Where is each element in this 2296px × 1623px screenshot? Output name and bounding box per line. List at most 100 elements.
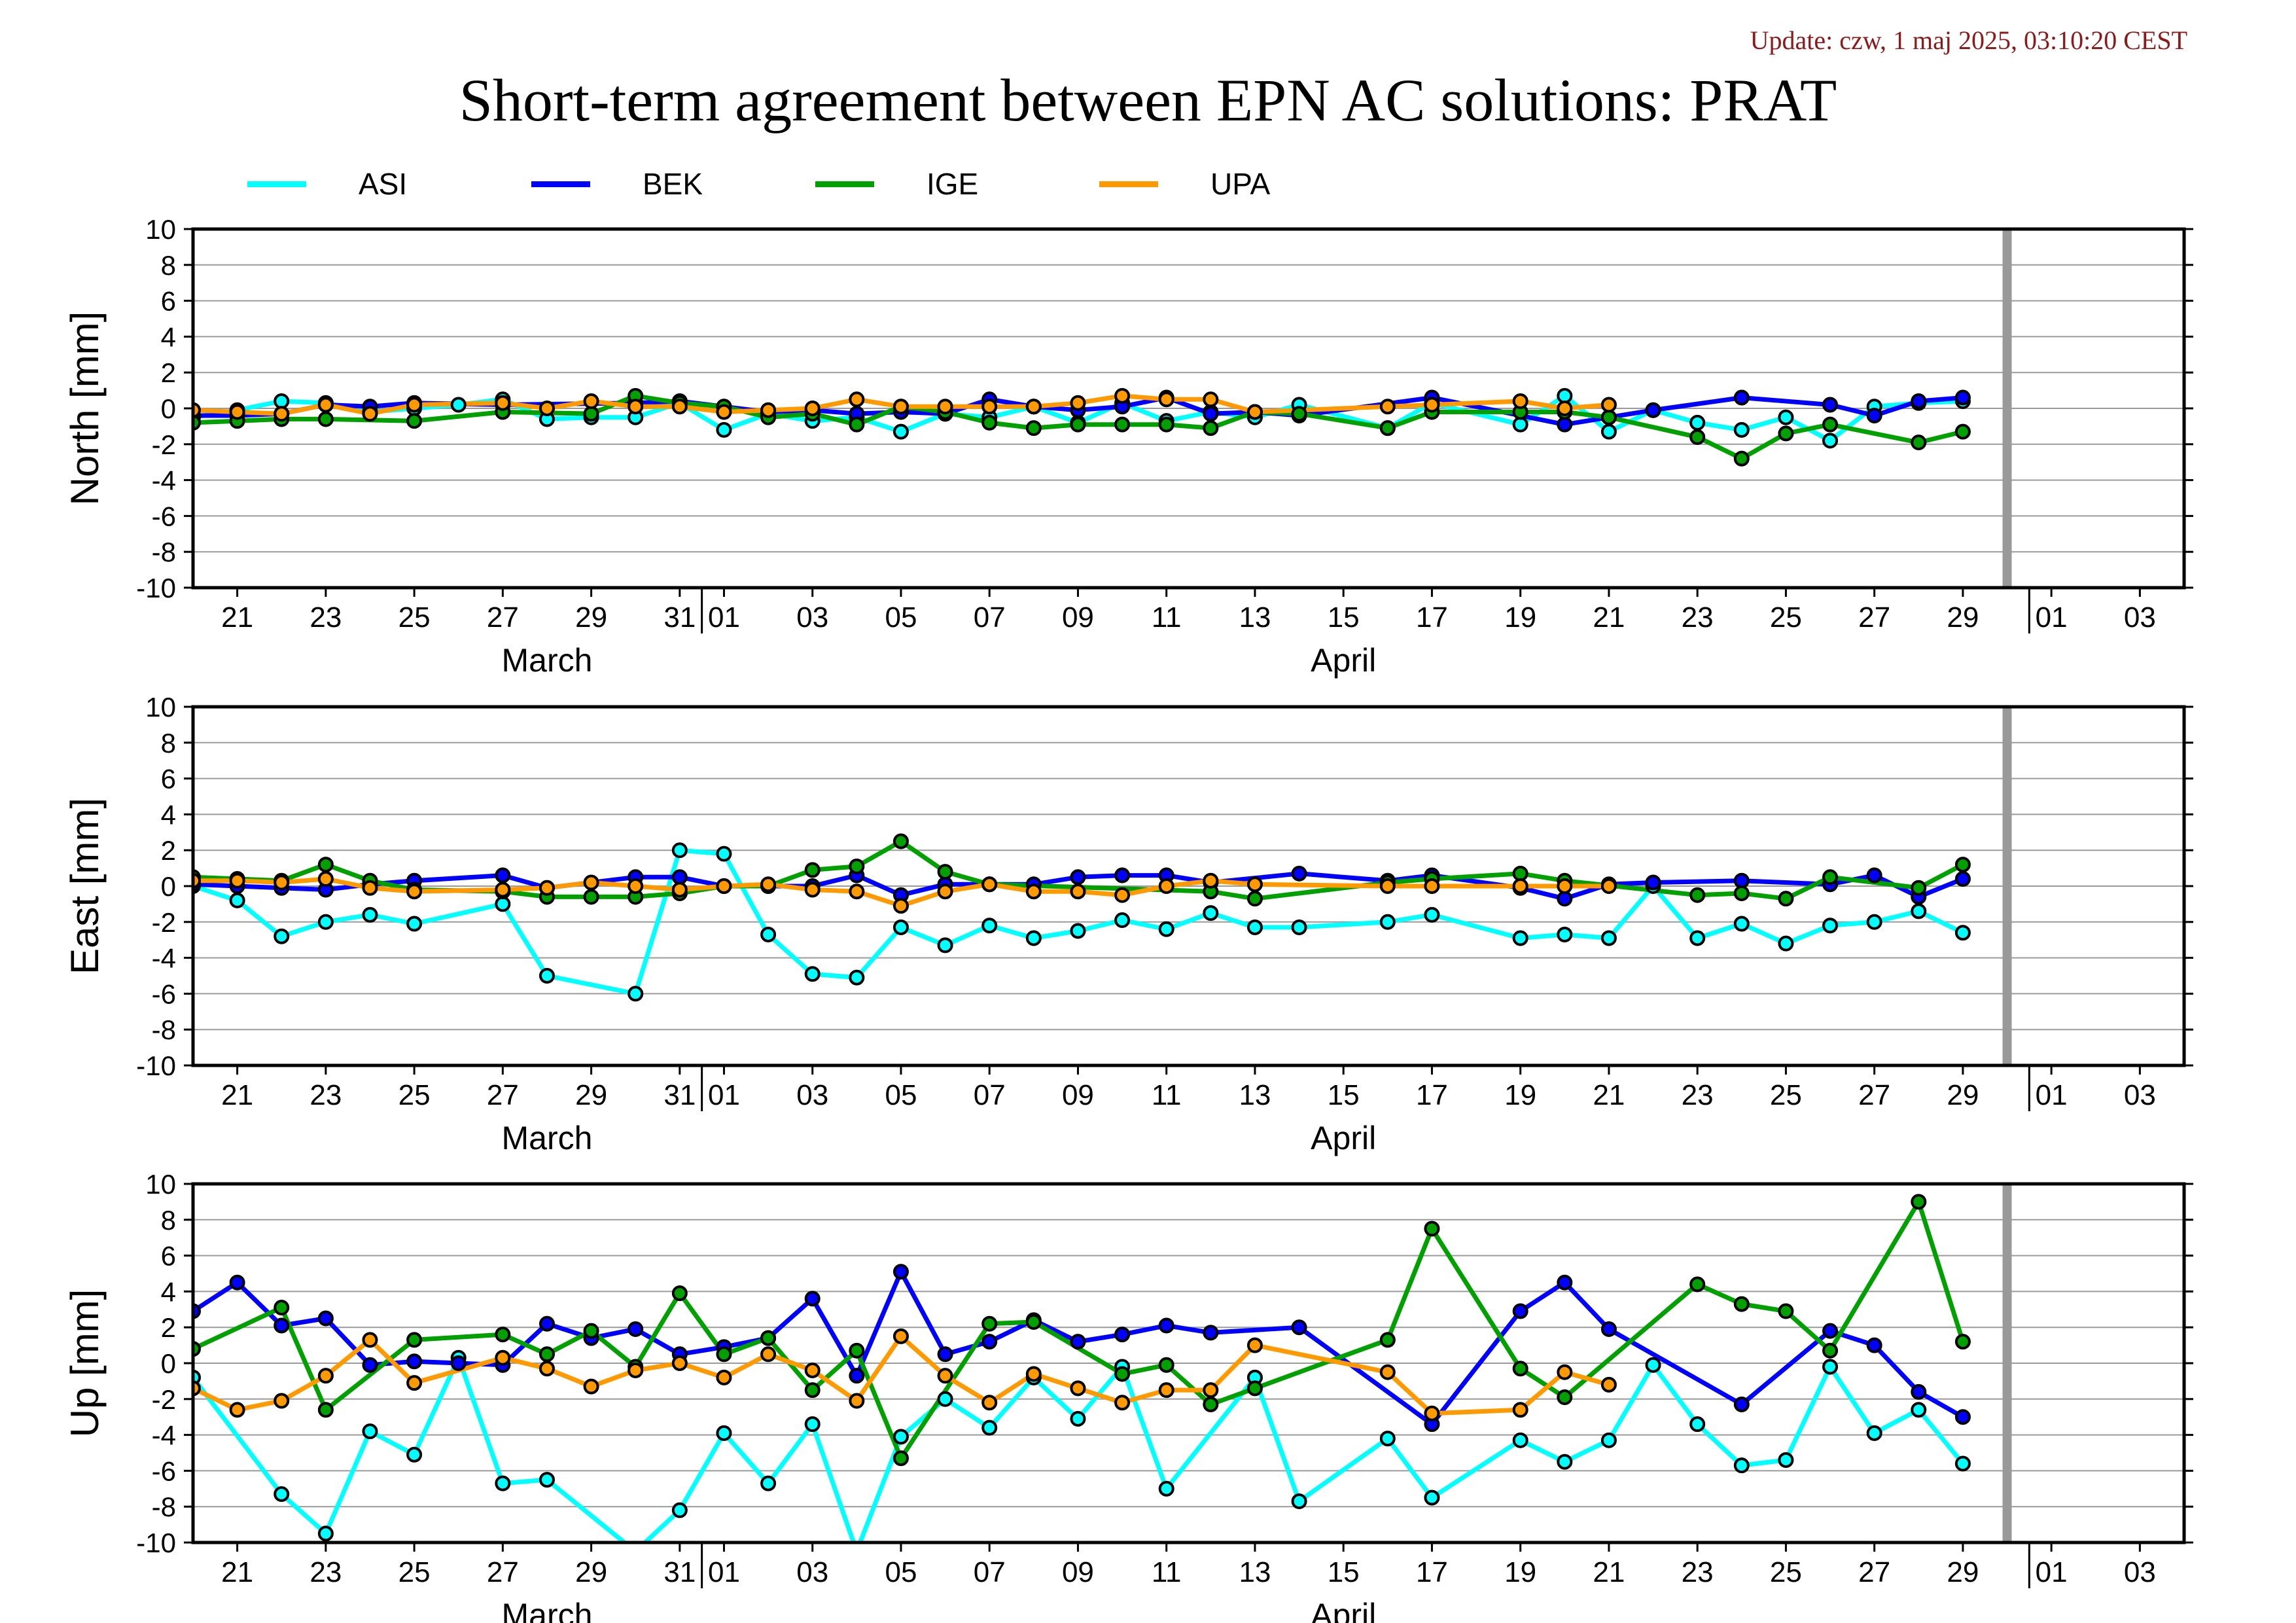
- y-tick-label: 0: [161, 1348, 176, 1379]
- data-point-asi: [1778, 935, 1794, 952]
- data-point-upa: [1512, 878, 1528, 894]
- data-point-asi: [716, 1425, 732, 1441]
- data-point-asi: [849, 969, 865, 986]
- x-tick-label: 15: [1328, 1079, 1360, 1111]
- x-tick-label: 27: [1858, 1079, 1890, 1111]
- series-line-ige: [193, 1199, 1966, 1461]
- data-point-ige: [937, 864, 953, 880]
- x-tick-label: 21: [221, 1079, 253, 1111]
- data-point-ige: [1778, 425, 1794, 442]
- data-point-upa: [1246, 876, 1263, 893]
- data-point-asi: [1379, 1431, 1396, 1447]
- data-point-asi: [1557, 1454, 1573, 1470]
- y-axis-label: Up [mm]: [63, 1289, 107, 1438]
- data-point-ige: [1512, 865, 1528, 882]
- y-tick-label: -10: [136, 573, 176, 603]
- x-tick-label: 31: [663, 1556, 696, 1588]
- data-point-bek: [671, 869, 688, 885]
- data-point-bek: [1600, 1321, 1617, 1337]
- series-line-asi: [193, 1355, 1965, 1543]
- data-point-bek: [1733, 872, 1750, 889]
- data-point-ige: [981, 414, 998, 431]
- data-point-ige: [1379, 420, 1396, 437]
- data-point-ige: [892, 833, 909, 849]
- data-point-upa: [760, 1346, 777, 1363]
- month-label: April: [1311, 642, 1376, 679]
- x-tick-label: 29: [575, 1079, 607, 1111]
- x-tick-label: 21: [1593, 601, 1625, 633]
- data-point-asi: [274, 1486, 290, 1503]
- data-point-bek: [1822, 397, 1839, 413]
- data-point-bek: [1911, 1383, 1927, 1400]
- data-point-upa: [760, 876, 777, 893]
- x-tick-label: 03: [796, 601, 828, 633]
- data-point-bek: [539, 1315, 555, 1332]
- y-tick-label: -8: [152, 537, 176, 567]
- data-point-ige: [1203, 1397, 1219, 1413]
- data-point-bek: [1070, 869, 1086, 885]
- y-tick-label: 0: [161, 871, 176, 902]
- data-point-upa: [1025, 1366, 1042, 1382]
- data-point-upa: [849, 1393, 865, 1409]
- update-timestamp: Update: czw, 1 maj 2025, 03:10:20 CEST: [1750, 26, 2187, 55]
- data-point-asi: [1911, 1402, 1927, 1418]
- data-point-asi: [1822, 433, 1839, 449]
- data-point-asi: [362, 906, 378, 923]
- data-point-asi: [1778, 409, 1794, 425]
- data-point-asi: [1512, 1432, 1528, 1448]
- data-point-asi: [1689, 414, 1706, 431]
- data-point-ige: [1114, 1366, 1131, 1382]
- data-point-upa: [1158, 878, 1174, 894]
- data-point-upa: [1512, 393, 1528, 410]
- data-point-asi: [406, 916, 423, 932]
- data-point-upa: [1424, 878, 1440, 894]
- data-point-asi: [1114, 912, 1131, 929]
- y-tick-label: -2: [152, 907, 176, 938]
- data-point-ige: [406, 413, 423, 429]
- x-tick-label: 25: [1770, 601, 1802, 633]
- x-tick-label: 01: [2036, 601, 2068, 633]
- data-point-bek: [495, 867, 511, 883]
- data-point-upa: [981, 399, 998, 415]
- x-tick-label: 15: [1328, 1556, 1360, 1588]
- x-tick-label: 21: [1593, 1556, 1625, 1588]
- data-point-ige: [1822, 1342, 1839, 1359]
- data-point-asi: [1291, 1493, 1307, 1509]
- y-tick-label: 8: [161, 1205, 176, 1236]
- data-point-upa: [229, 404, 245, 420]
- y-tick-label: -6: [152, 978, 176, 1009]
- data-point-upa: [495, 1349, 511, 1366]
- data-point-ige: [1954, 423, 1971, 440]
- data-point-asi: [1822, 918, 1839, 934]
- data-point-upa: [849, 391, 865, 408]
- data-point-ige: [1911, 880, 1927, 896]
- data-point-upa: [981, 1395, 998, 1411]
- y-tick-label: 6: [161, 764, 176, 794]
- data-point-bek: [1645, 402, 1661, 418]
- data-point-upa: [1203, 391, 1219, 408]
- x-tick-label: 23: [309, 601, 342, 633]
- data-point-asi: [274, 928, 290, 944]
- y-tick-label: 6: [161, 1241, 176, 1272]
- data-point-upa: [937, 399, 953, 415]
- data-point-upa: [317, 1368, 334, 1384]
- x-tick-label: 23: [1682, 601, 1714, 633]
- data-point-upa: [1114, 387, 1131, 404]
- month-label: April: [1311, 1597, 1376, 1623]
- data-point-bek: [1954, 871, 1971, 887]
- data-point-upa: [937, 883, 953, 900]
- data-point-upa: [583, 393, 599, 410]
- y-tick-label: -6: [152, 1455, 176, 1486]
- data-point-bek: [1114, 1327, 1131, 1343]
- data-point-upa: [760, 402, 777, 418]
- data-point-asi: [671, 1502, 688, 1518]
- x-tick-label: 19: [1504, 1079, 1536, 1111]
- data-point-asi: [1733, 916, 1750, 932]
- legend-swatch-ige: [815, 181, 874, 187]
- legend-swatch-bek: [531, 181, 590, 187]
- x-tick-label: 07: [974, 1556, 1006, 1588]
- data-point-asi: [1866, 1425, 1882, 1441]
- data-point-ige: [760, 1330, 777, 1346]
- data-point-bek: [1866, 1337, 1882, 1353]
- data-point-bek: [1291, 1319, 1307, 1336]
